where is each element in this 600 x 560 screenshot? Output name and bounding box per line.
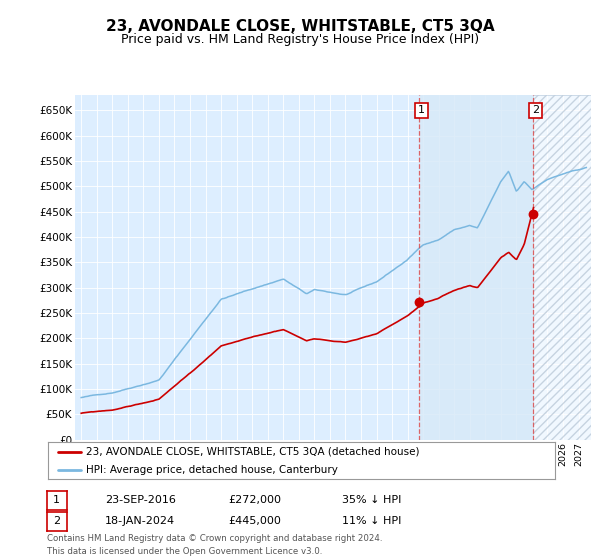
Text: HPI: Average price, detached house, Canterbury: HPI: Average price, detached house, Cant… bbox=[86, 465, 338, 475]
Bar bbox=[419, 95, 533, 440]
Text: 35% ↓ HPI: 35% ↓ HPI bbox=[342, 495, 401, 505]
Text: Contains HM Land Registry data © Crown copyright and database right 2024.
This d: Contains HM Land Registry data © Crown c… bbox=[47, 534, 382, 556]
Point bbox=[414, 297, 424, 306]
Text: 2: 2 bbox=[53, 516, 60, 526]
Bar bbox=[533, 95, 591, 440]
Point bbox=[528, 210, 538, 219]
Text: 1: 1 bbox=[418, 105, 425, 115]
Text: 2: 2 bbox=[532, 105, 539, 115]
Text: 23, AVONDALE CLOSE, WHITSTABLE, CT5 3QA (detached house): 23, AVONDALE CLOSE, WHITSTABLE, CT5 3QA … bbox=[86, 446, 419, 456]
Text: 23, AVONDALE CLOSE, WHITSTABLE, CT5 3QA: 23, AVONDALE CLOSE, WHITSTABLE, CT5 3QA bbox=[106, 20, 494, 34]
Text: £445,000: £445,000 bbox=[228, 516, 281, 526]
Text: 11% ↓ HPI: 11% ↓ HPI bbox=[342, 516, 401, 526]
Text: 23-SEP-2016: 23-SEP-2016 bbox=[105, 495, 176, 505]
Text: 18-JAN-2024: 18-JAN-2024 bbox=[105, 516, 175, 526]
Text: £272,000: £272,000 bbox=[228, 495, 281, 505]
Text: Price paid vs. HM Land Registry's House Price Index (HPI): Price paid vs. HM Land Registry's House … bbox=[121, 32, 479, 46]
Text: 1: 1 bbox=[53, 495, 60, 505]
